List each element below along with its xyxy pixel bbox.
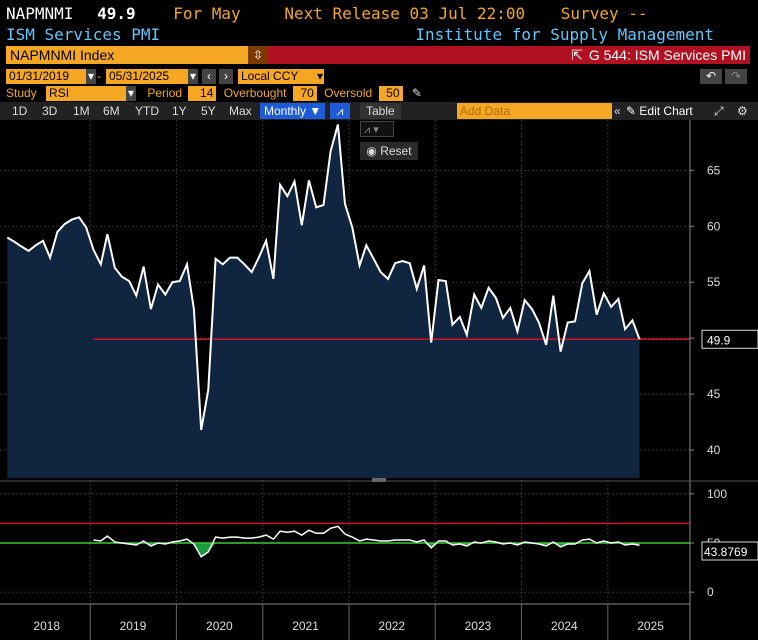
range-1m[interactable]: 1M <box>73 104 90 118</box>
y-tick-label: 40 <box>707 443 721 457</box>
period-label: Period <box>147 86 183 100</box>
security-name: ISM Services PMI <box>6 25 161 44</box>
redo-icon[interactable]: ↷ <box>725 69 747 84</box>
currency-dropdown-icon[interactable]: ▾ <box>316 69 324 84</box>
undo-icon[interactable]: ↶ <box>700 69 722 84</box>
survey-label: Survey -- <box>560 4 648 23</box>
last-value-text: 49.9 <box>707 333 731 347</box>
x-tick-label: 2023 <box>465 619 492 633</box>
range-1d[interactable]: 1D <box>12 104 28 118</box>
period-for-label: For May <box>173 4 241 23</box>
source-name: Institute for Supply Management <box>415 25 714 44</box>
x-tick-label: 2024 <box>551 619 578 633</box>
prev-arrow-icon[interactable]: ‹ <box>202 69 216 84</box>
rsi-line <box>93 525 640 558</box>
overbought-label: Overbought <box>223 86 287 100</box>
security-field[interactable]: NAPMNMI Index ⇳ <box>6 46 268 64</box>
collapse-icon[interactable]: « <box>614 104 621 118</box>
add-data-input[interactable]: Add Data <box>457 103 612 119</box>
x-tick-label: 2020 <box>206 619 233 633</box>
study-label: Study <box>6 86 37 100</box>
rsi-panel: 05010043.8769 <box>0 480 758 599</box>
y-tick-label: 55 <box>707 275 721 289</box>
y-tick-label: 45 <box>707 387 721 401</box>
study-row: Study RSI ▾ Period 14 Overbought 70 Overs… <box>6 86 422 101</box>
last-value-box <box>701 329 758 349</box>
overbought-field[interactable]: 70 <box>292 86 317 101</box>
panel-resize-handle <box>372 478 386 482</box>
range-max[interactable]: Max <box>229 104 252 118</box>
x-tick-label: 2019 <box>120 619 147 633</box>
date-to-field[interactable]: 05/31/2025 <box>106 69 190 84</box>
chart-id-label: ⇱ G 544: ISM Services PMI <box>571 47 746 63</box>
y-axis: 404550556065 <box>689 120 721 640</box>
gear-icon[interactable]: ⚙ <box>737 104 748 118</box>
range-6m[interactable]: 6M <box>103 104 120 118</box>
edit-chart-button[interactable]: ✎ Edit Chart <box>626 104 693 118</box>
range-5y[interactable]: 5Y <box>201 104 216 118</box>
x-tick-label: 2021 <box>292 619 319 633</box>
ticker-label: NAPMNMI <box>6 4 74 23</box>
range-ytd[interactable]: YTD <box>135 104 159 118</box>
security-dropdown-icon[interactable]: ⇳ <box>248 46 268 64</box>
oversold-field[interactable]: 50 <box>378 86 403 101</box>
x-tick-label: 2022 <box>378 619 405 633</box>
header-row: NAPMNMI 49.9 For May Next Release 03 Jul… <box>6 4 648 24</box>
calendar-to-icon[interactable]: ▾ <box>188 69 198 84</box>
security-field-label: NAPMNMI Index <box>10 47 115 63</box>
rsi-last-text: 43.8769 <box>704 545 748 559</box>
y-tick-label: 60 <box>707 219 721 233</box>
external-link-icon[interactable]: ⇱ <box>571 47 583 63</box>
pmi-area <box>7 124 640 478</box>
x-axis: 2018 2019 2020 2021 2022 2023 2024 2025 <box>0 478 690 640</box>
last-value: 49.9 <box>97 4 136 23</box>
date-from-field[interactable]: 01/31/2019 <box>6 69 90 84</box>
next-release-label: Next Release 03 Jul 22:00 <box>284 4 526 23</box>
range-1y[interactable]: 1Y <box>172 104 187 118</box>
chart-type-icon[interactable]: ⩘ <box>330 103 350 119</box>
table-button[interactable]: Table <box>360 103 401 119</box>
pencil-icon[interactable]: ✎ <box>411 86 422 100</box>
x-tick-label: 2018 <box>33 619 60 633</box>
x-tick-label: 2025 <box>637 619 664 633</box>
next-arrow-icon[interactable]: › <box>219 69 233 84</box>
reset-button[interactable]: ◉ Reset <box>360 142 418 160</box>
frequency-select[interactable]: Monthly ▼ <box>260 103 326 119</box>
y-tick-label: 65 <box>707 163 721 177</box>
period-field[interactable]: 14 <box>188 86 217 101</box>
last-value-label-group: 49.9 <box>701 329 758 349</box>
expand-icon[interactable]: ⤢ <box>714 104 724 118</box>
chart-style-icon[interactable]: ⩘ ▾ <box>360 121 394 137</box>
study-select[interactable]: RSI <box>46 86 127 101</box>
rsi-tick-label: 100 <box>707 487 727 501</box>
oversold-label: Oversold <box>324 86 373 100</box>
range-3d[interactable]: 3D <box>42 104 58 118</box>
calendar-from-icon[interactable]: ▾ <box>86 69 96 84</box>
date-separator: - <box>97 69 101 83</box>
rsi-tick-label: 0 <box>707 585 714 599</box>
currency-select[interactable]: Local CCY <box>238 69 322 84</box>
pmi-line <box>6 124 641 431</box>
rsi-last-box <box>701 541 758 561</box>
study-dropdown-icon[interactable]: ▾ <box>126 86 137 101</box>
